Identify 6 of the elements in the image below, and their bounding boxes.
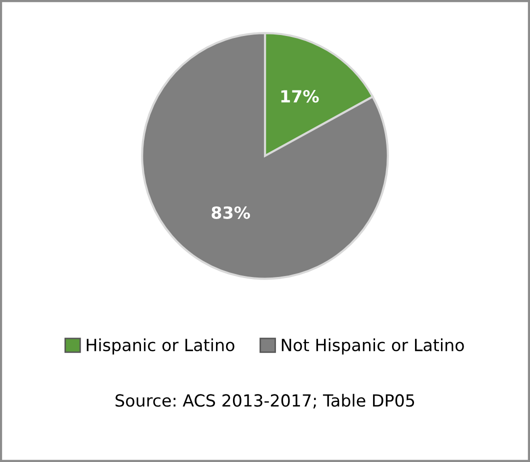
data-label: 17% (281, 90, 319, 103)
source-note: Source: ACS 2013-2017; Table DP05 (116, 394, 414, 408)
legend-label: Not Hispanic or Latino (282, 338, 464, 355)
pie-slice (141, 32, 389, 280)
data-label: 83% (212, 206, 250, 219)
legend-label: Hispanic or Latino (86, 338, 234, 355)
